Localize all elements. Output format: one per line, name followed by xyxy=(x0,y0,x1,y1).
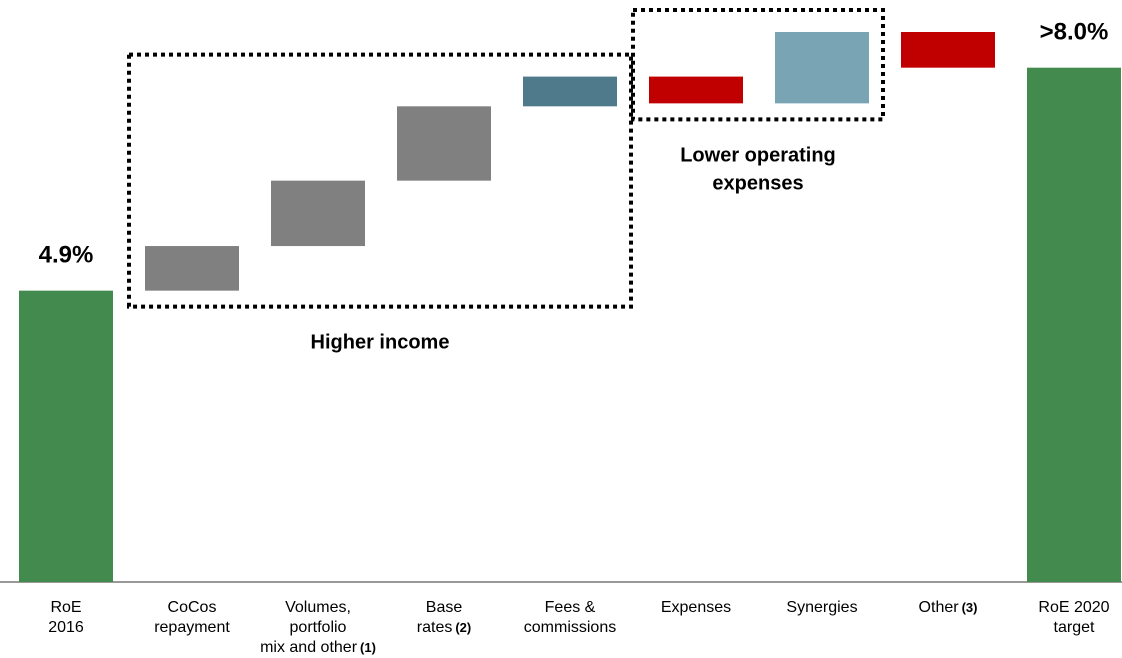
category-line: target xyxy=(1054,619,1095,636)
bar xyxy=(523,76,617,107)
bar xyxy=(1027,67,1121,583)
x-tick-label: portfolio xyxy=(290,619,347,636)
category-line: RoE 2020 xyxy=(1038,599,1109,616)
bar xyxy=(775,32,869,104)
category-line: RoE xyxy=(50,599,81,616)
footnote: (3) xyxy=(962,600,978,615)
category-line: commissions xyxy=(524,619,616,636)
bar xyxy=(901,32,995,68)
x-tick-label: rates (2) xyxy=(417,619,471,636)
group-label: Lower operating xyxy=(680,144,836,166)
category-line: 2016 xyxy=(48,619,84,636)
x-tick-label: Expenses xyxy=(661,599,731,616)
x-tick-label: mix and other (1) xyxy=(260,639,376,656)
category-line: Expenses xyxy=(661,599,731,616)
category-line: mix and other xyxy=(260,639,358,656)
category-line: CoCos xyxy=(168,599,217,616)
x-tick-label: target xyxy=(1054,619,1095,636)
value-label: >8.0% xyxy=(1040,19,1109,46)
category-line: Volumes, xyxy=(285,599,351,616)
x-tick-label: 2016 xyxy=(48,619,84,636)
group-label: expenses xyxy=(712,172,803,194)
x-tick-label: commissions xyxy=(524,619,616,636)
bar xyxy=(649,76,743,104)
bar xyxy=(19,290,113,582)
category-line: portfolio xyxy=(290,619,347,636)
group-label: Higher income xyxy=(311,332,450,354)
value-label: 4.9% xyxy=(39,242,94,269)
x-tick-label: repayment xyxy=(154,619,230,636)
x-tick-label: CoCos xyxy=(168,599,217,616)
footnote: (1) xyxy=(360,640,376,655)
category-line: Fees & xyxy=(545,599,596,616)
bar xyxy=(145,246,239,291)
x-tick-label: Base xyxy=(426,599,463,616)
x-tick-label: RoE xyxy=(50,599,81,616)
category-line: Synergies xyxy=(786,599,857,616)
x-tick-label: Fees & xyxy=(545,599,596,616)
category-line: Other xyxy=(919,599,960,616)
category-line: repayment xyxy=(154,619,230,636)
category-line: rates xyxy=(417,619,453,636)
x-tick-label: Other (3) xyxy=(919,599,978,616)
footnote: (2) xyxy=(455,620,471,635)
category-line: Base xyxy=(426,599,463,616)
bar xyxy=(271,180,365,247)
x-tick-label: Volumes, xyxy=(285,599,351,616)
group-box xyxy=(127,52,633,309)
x-tick-label: Synergies xyxy=(786,599,857,616)
bar xyxy=(397,106,491,181)
group-box xyxy=(631,8,885,122)
x-tick-label: RoE 2020 xyxy=(1038,599,1109,616)
